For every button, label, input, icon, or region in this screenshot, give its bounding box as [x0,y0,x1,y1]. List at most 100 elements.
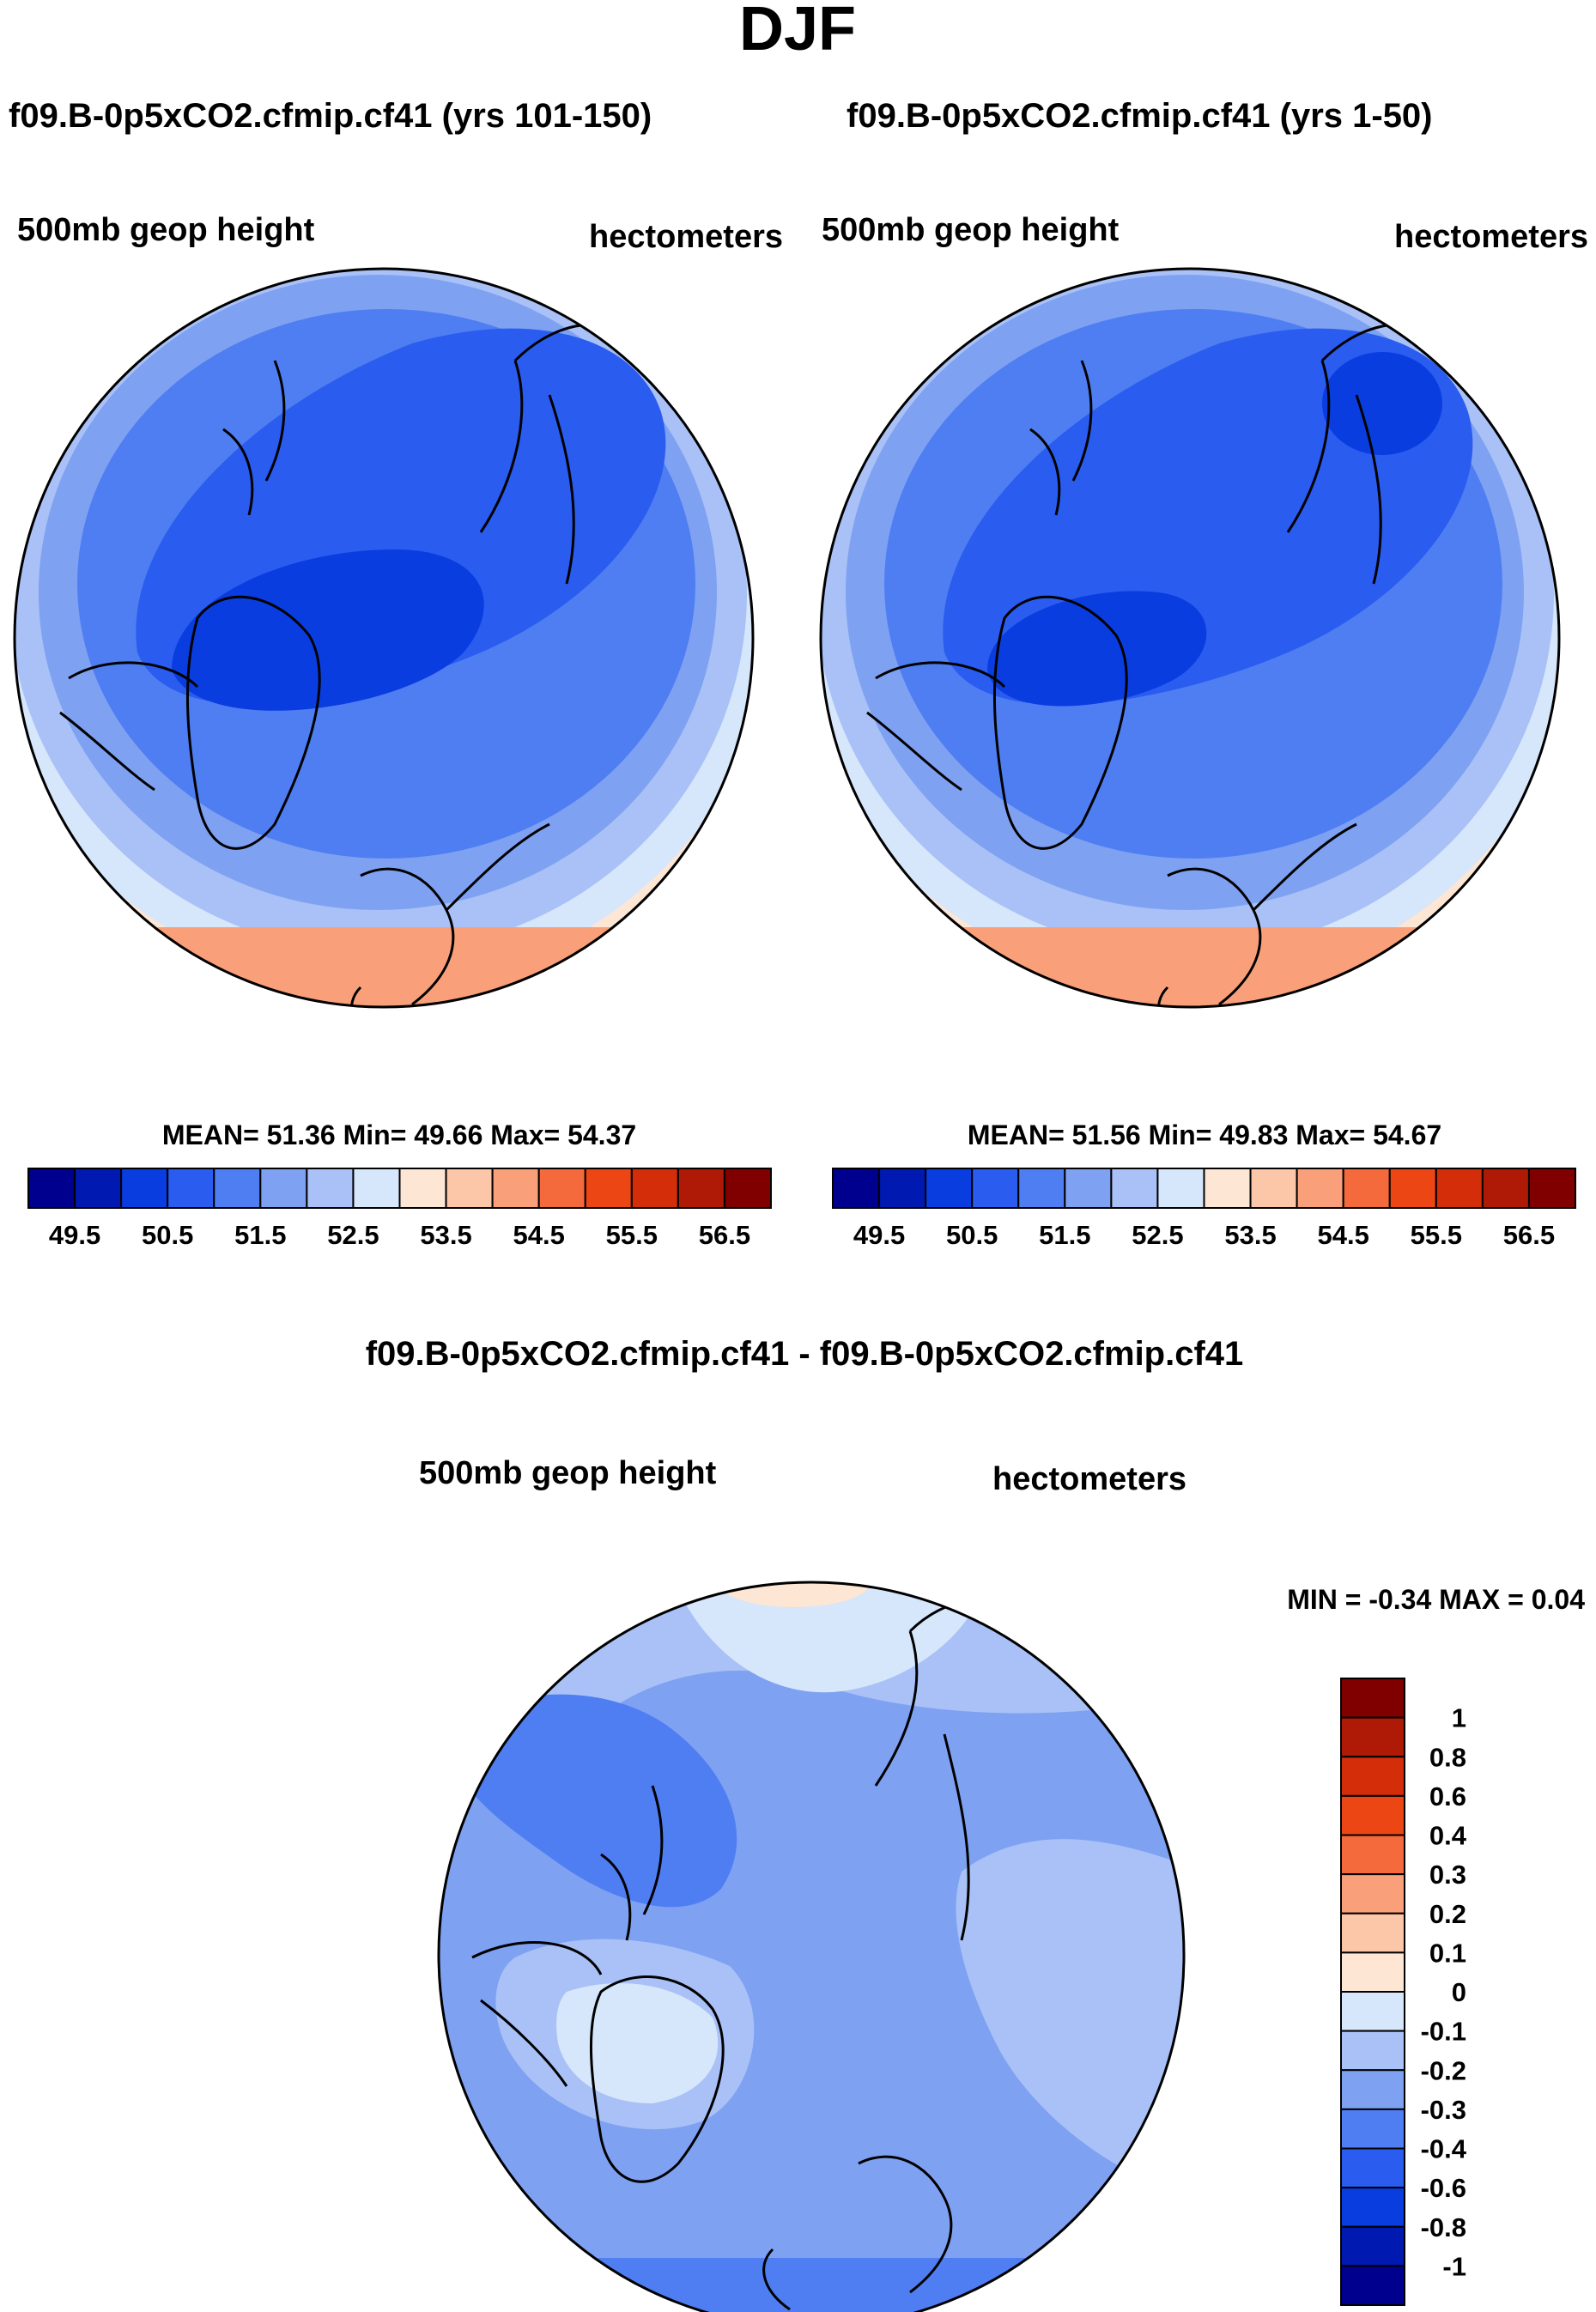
contour-band-54 [821,927,1559,1007]
units-label: hectometers [589,219,783,255]
colorbar-tick-label: 55.5 [1411,1220,1462,1250]
colorbar-tick-label: 54.5 [513,1220,565,1250]
colorbar-swatch [832,1168,881,1209]
colorbar-swatch [925,1168,974,1209]
main-title: DJF [739,0,856,64]
colorbar-tick-label: 50.5 [946,1220,998,1250]
colorbar-swatch [491,1168,540,1209]
colorbar-swatch [537,1168,586,1209]
colorbar-tick-label: 0.1 [1429,1938,1466,1968]
colorbar-swatch [306,1168,355,1209]
colorbar-swatch [1342,1168,1391,1209]
colorbar-swatch [1064,1168,1113,1209]
colorbar-tick-label: 51.5 [1039,1220,1090,1250]
colorbar-tick-label: 0.8 [1429,1742,1466,1772]
colorbar-tick-label: 55.5 [606,1220,658,1250]
colorbar-swatch [1340,2108,1405,2150]
colorbar-tick-label: 0 [1452,1977,1466,2007]
contour-band--0.1-east [956,1839,1184,2198]
colorbar-tick-label: 56.5 [1503,1220,1555,1250]
colorbar-swatch [27,1168,76,1209]
stats-label: MEAN= 51.56 Min= 49.83 Max= 54.67 [968,1120,1441,1150]
colorbar-swatch [120,1168,169,1209]
colorbar-swatch [1156,1168,1205,1209]
stats-label: MIN = -0.34 MAX = 0.04 [1287,1584,1585,1615]
panel-difference: f09.B-0p5xCO2.cfmip.cf41 - f09.B-0p5xCO2… [366,1335,1585,2312]
contour-band--0.3-south [439,2258,1184,2312]
colorbar-swatch [1340,1991,1405,2032]
colorbar: 1 0.8 0.6 0.4 0.3 0.2 0.1 0 -0.1 -0.2 -0.3 -0.4 -0.6… [1340,1678,1467,2306]
units-label: hectometers [992,1461,1186,1497]
colorbar-swatch [1340,2147,1405,2189]
colorbar-tick-label: -1 [1442,2251,1466,2281]
colorbar-swatch [1203,1168,1252,1209]
colorbar: 49.5 50.5 51.5 52.5 53.5 54.5 55.5 56.5 [832,1168,1576,1250]
contour-map [439,1582,1184,2312]
colorbar-swatch [971,1168,1020,1209]
colorbar-tick-label: -0.2 [1421,2055,1466,2085]
colorbar-swatch [723,1168,772,1209]
panel-top-right: f09.B-0p5xCO2.cfmip.cf41 (yrs 1-50) 500m… [819,97,1588,1250]
colorbar-swatch [167,1168,215,1209]
colorbar-tick-label: 50.5 [142,1220,193,1250]
colorbar-tick-label: -0.3 [1421,2095,1466,2125]
colorbar-swatch [1340,1678,1405,1719]
colorbar-swatch [1340,1951,1405,1993]
map-outline [437,1581,1186,2312]
colorbar-swatch [1340,2265,1405,2306]
variable-label: 500mb geop height [822,212,1120,248]
colorbar-swatch [1481,1168,1530,1209]
colorbar-tick-label: -0.1 [1421,2017,1466,2047]
colorbar-tick-label: 53.5 [1224,1220,1276,1250]
colorbar-swatch [1017,1168,1066,1209]
contour-map [821,269,1559,1007]
variable-label: 500mb geop height [17,212,315,248]
colorbar-swatch [213,1168,262,1209]
colorbar-tick-label: 49.5 [853,1220,905,1250]
colorbar-swatch [1527,1168,1576,1209]
panel-title: f09.B-0p5xCO2.cfmip.cf41 (yrs 101-150) [9,97,652,135]
colorbar-tick-label: 1 [1452,1703,1466,1733]
colorbar-swatch [1340,1834,1405,1876]
variable-label: 500mb geop height [419,1455,717,1491]
colorbar-swatch [1340,2187,1405,2228]
colorbar-swatch [352,1168,401,1209]
colorbar-swatch [1110,1168,1159,1209]
colorbar-swatch [1249,1168,1298,1209]
panel-top-left: f09.B-0p5xCO2.cfmip.cf41 (yrs 101-150) 5… [9,97,783,1250]
colorbar-swatch [1296,1168,1344,1209]
colorbar-tick-label: -0.6 [1421,2173,1466,2203]
colorbar-tick-label: 52.5 [327,1220,379,1250]
colorbar-tick-label: 52.5 [1132,1220,1183,1250]
colorbar-swatch [1340,1873,1405,1915]
contour-band-0-greenland [556,1983,719,2103]
panel-title: f09.B-0p5xCO2.cfmip.cf41 (yrs 1-50) [847,97,1433,135]
colorbar-tick-label: 0.3 [1429,1860,1466,1890]
colorbar-swatch [1340,1794,1405,1836]
contour-band--0.3 [446,1694,737,1908]
colorbar-swatch [1340,1912,1405,1954]
contour-band-54 [15,927,753,1007]
colorbar-swatch [1340,1716,1405,1758]
colorbar-swatch [1340,2030,1405,2072]
colorbar-swatch [1388,1168,1437,1209]
colorbar-tick-label: 49.5 [49,1220,100,1250]
colorbar-tick-label: 0.2 [1429,1899,1466,1929]
panel-title: f09.B-0p5xCO2.cfmip.cf41 - f09.B-0p5xCO2… [366,1335,1244,1373]
colorbar-tick-label: 51.5 [234,1220,286,1250]
colorbar-swatch [630,1168,679,1209]
colorbar-tick-label: 0.6 [1429,1781,1466,1811]
colorbar-swatch [1340,2069,1405,2110]
colorbar-swatch [445,1168,494,1209]
map-outline [13,267,755,1009]
colorbar-swatch [398,1168,447,1209]
colorbar-swatch [1435,1168,1484,1209]
colorbar-swatch [259,1168,308,1209]
colorbar-tick-label: -0.8 [1421,2212,1466,2242]
colorbar-swatch [677,1168,725,1209]
colorbar-swatch [878,1168,927,1209]
colorbar-tick-label: 0.4 [1429,1821,1467,1851]
units-label: hectometers [1394,219,1588,255]
colorbar-swatch [1340,1756,1405,1797]
contour-band-0.1 [717,1582,871,1607]
